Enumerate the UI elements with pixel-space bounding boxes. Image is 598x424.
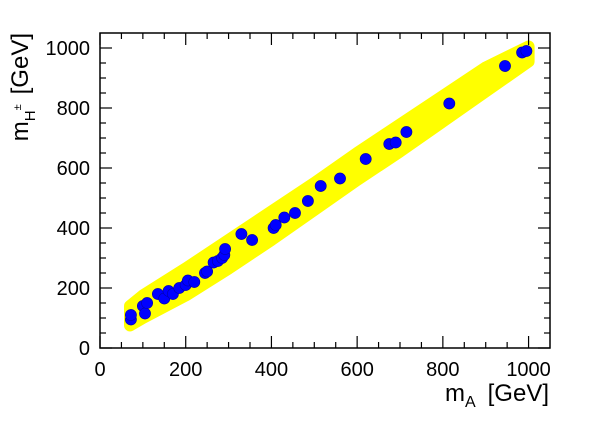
x-tick-label: 600 [340,359,373,381]
data-points [124,45,533,326]
data-point [314,180,327,192]
x-axis-label-unit: [GeV] [488,380,549,407]
data-point [201,265,213,278]
data-point [289,207,301,219]
y-tick-label: 0 [79,338,90,360]
y-tick-label: 400 [57,218,90,240]
data-point [389,136,402,149]
data-point [334,172,346,185]
x-axis-label-sub: A [465,394,476,411]
x-tick-label: 0 [94,359,105,381]
data-point [278,211,291,224]
data-point [246,234,258,246]
data-point [359,153,372,165]
y-axis-label-main: m [7,121,34,141]
data-point [269,219,282,231]
x-tick-label: 800 [426,359,459,381]
y-axis-label-sub: H [22,110,39,121]
x-tick-label: 400 [255,359,288,381]
x-axis-label-main: m [445,380,465,407]
x-tick-label: 1000 [506,359,551,381]
y-tick-label: 200 [57,278,90,300]
x-axis-label: mA [GeV] [445,380,549,411]
y-tick-label: 800 [57,98,90,120]
data-point [188,276,201,288]
data-point [499,60,511,72]
y-axis-label: mH± [GeV] [7,33,39,141]
data-point [520,45,533,57]
data-point [301,195,314,207]
axis-ticks [99,33,550,349]
plot-frame [99,32,551,349]
y-tick-label: 1000 [46,38,91,60]
data-point [139,307,151,320]
y-axis-label-sup: ± [12,104,24,110]
data-point [124,309,137,321]
data-point [235,228,248,240]
data-point [443,97,456,110]
data-point [400,126,413,138]
x-tick-label: 200 [169,359,202,381]
data-point [141,297,153,309]
y-tick-label: 600 [57,158,90,180]
data-point [219,243,231,255]
tick-labels: 0 200 400 600 800 1000 0 200 400 600 800 1000 [46,38,551,381]
y-axis-label-unit: [GeV] [7,33,34,94]
